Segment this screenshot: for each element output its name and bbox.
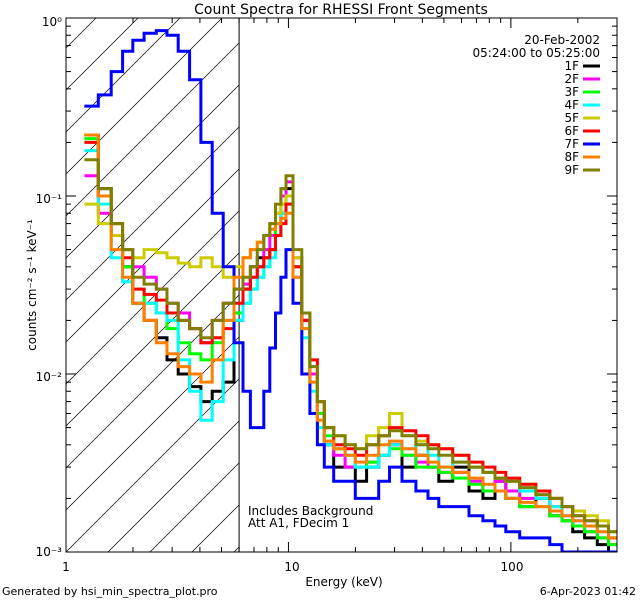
hatch-line [233,546,240,552]
hatch-line [66,168,240,343]
legend-time-range: 05:24:00 to 05:25:00 [473,46,600,60]
y-tick-label-1e0: 10⁰ [42,15,62,29]
y-tick-label-1e-2: 10⁻² [36,370,63,384]
legend-label-9F: 9F [564,163,579,177]
legend-label-4F: 4F [564,98,579,112]
hatch-line [66,126,240,301]
x-tick-label-1: 1 [62,560,70,574]
y-axis-label: counts cm⁻² s⁻¹ keV⁻¹ [25,219,39,351]
hatch-line [66,42,240,217]
hatch-line [66,84,240,259]
footer-generated-by: Generated by hsi_min_spectra_plot.pro [2,585,218,598]
plot-frame [65,17,618,553]
hatched-region [66,18,640,552]
series-group [84,29,617,552]
hatch-line [66,294,240,469]
legend-label-7F: 7F [564,137,579,151]
hatch-line [444,18,640,552]
hatch-line [66,18,97,49]
legend-label-3F: 3F [564,85,579,99]
hatch-line [66,210,240,385]
legend-label-1F: 1F [564,59,579,73]
legend-label-6F: 6F [564,124,579,138]
series-2F [84,174,617,547]
hatch-line [66,18,139,91]
legend-date: 20-Feb-2002 [524,33,600,47]
x-tick-label-10: 10 [284,560,299,574]
legend-label-5F: 5F [564,111,579,125]
hatch-line [107,420,240,552]
legend-label-8F: 8F [564,150,579,164]
x-tick-label-100: 100 [501,560,524,574]
hatch-line [66,18,223,175]
axis-ticks [65,17,618,553]
chart-title: Count Spectra for RHESSI Front Segments [194,2,488,18]
series-7F [84,29,617,552]
annotation-background: Includes Background [248,504,373,518]
x-axis-label: Energy (keV) [305,575,382,589]
hatch-line [570,18,640,552]
hatch-line [66,252,240,427]
y-tick-label-1e-1: 10⁻¹ [36,192,63,206]
hatch-line [66,336,240,511]
footer-timestamp: 6-Apr-2023 01:42 [540,585,636,598]
annotation-attenuator: Att A1, FDecim 1 [248,516,349,530]
legend-label-2F: 2F [564,72,579,86]
hatch-line [66,378,240,552]
hatch-line [528,18,640,552]
hatch-line [612,18,640,552]
series-9F [84,158,617,534]
y-tick-label-1e-3: 10⁻³ [36,545,63,559]
